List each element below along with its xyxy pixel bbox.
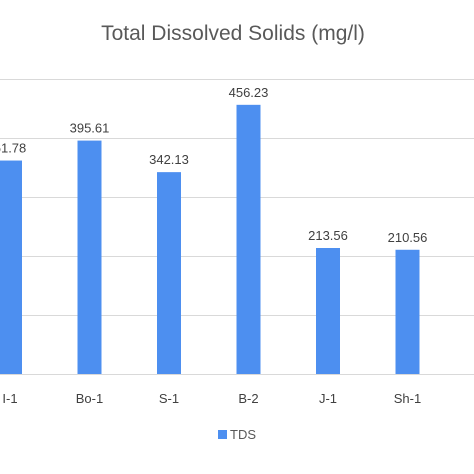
- x-tick-s-1: S-1: [159, 391, 179, 406]
- bar-bo-1: [77, 140, 102, 374]
- x-tick-sh-1: Sh-1: [394, 391, 421, 406]
- data-label-b-2: 456.23: [229, 85, 269, 100]
- x-tick-i-1: I-1: [2, 391, 17, 406]
- bar-sh-1: [395, 249, 420, 374]
- data-label-i-1: 61.78: [0, 141, 26, 156]
- bar-i-1: [0, 160, 22, 374]
- x-tick-b-2: B-2: [238, 391, 258, 406]
- legend-swatch-tds: [218, 430, 227, 439]
- x-tick-j-1: J-1: [319, 391, 337, 406]
- chart-title: Total Dissolved Solids (mg/l): [101, 22, 365, 45]
- x-tick-bo-1: Bo-1: [76, 391, 103, 406]
- bar-j-1: [316, 247, 340, 374]
- bars: [0, 104, 420, 374]
- legend-label-tds: TDS: [230, 427, 256, 442]
- data-label-s-1: 342.13: [149, 152, 189, 167]
- data-labels: 61.78 395.61 342.13 456.23 213.56 210.56: [0, 85, 427, 245]
- bar-b-2: [236, 104, 261, 374]
- x-tick-labels: I-1 Bo-1 S-1 B-2 J-1 Sh-1: [2, 391, 421, 406]
- legend: TDS: [218, 427, 256, 442]
- data-label-sh-1: 210.56: [388, 230, 428, 245]
- data-label-bo-1: 395.61: [70, 121, 110, 136]
- data-label-j-1: 213.56: [308, 228, 348, 243]
- bar-s-1: [157, 172, 181, 374]
